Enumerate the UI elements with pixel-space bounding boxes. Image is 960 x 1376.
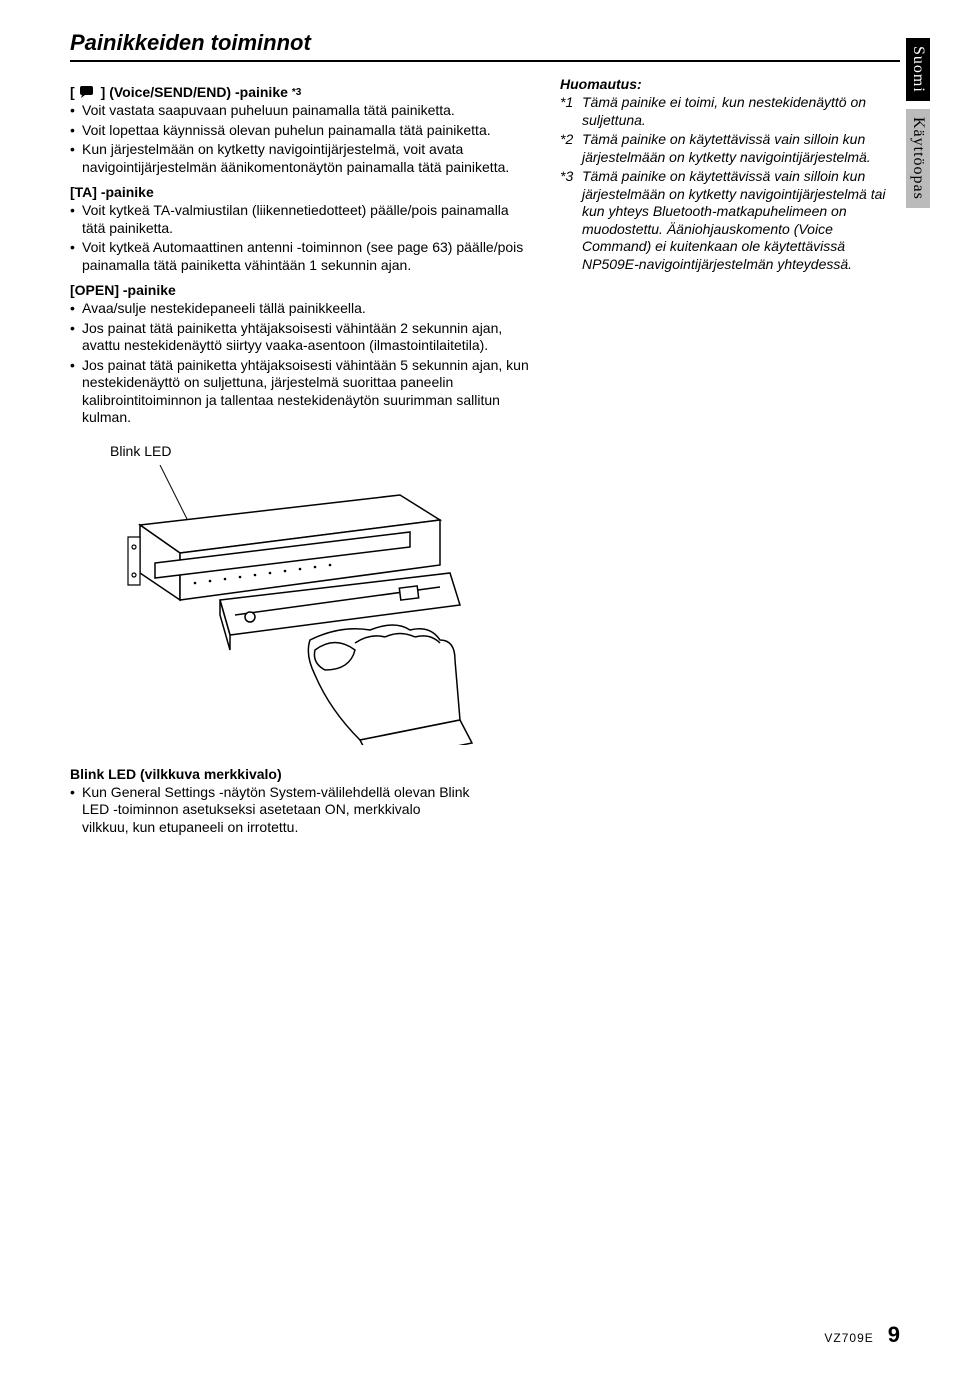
heading-footnote: *3 xyxy=(292,87,301,98)
content-columns: [ ] (Voice/SEND/END) -painike *3 Voit vas… xyxy=(70,76,900,838)
list-item: Jos painat tätä painiketta yhtäjaksoises… xyxy=(70,320,530,355)
guide-tab: Käyttöopas xyxy=(906,109,930,208)
ta-button-list: Voit kytkeä TA-valmiustilan (liikennetie… xyxy=(70,202,530,274)
list-item: Kun järjestelmään on kytketty navigointi… xyxy=(70,141,530,176)
page-number: 9 xyxy=(888,1322,900,1348)
note-heading: Huomautus: xyxy=(560,76,900,92)
heading-text: ] (Voice/SEND/END) -painike xyxy=(101,84,288,100)
voice-button-heading: [ ] (Voice/SEND/END) -painike *3 xyxy=(70,84,530,100)
list-item: Voit lopettaa käynnissä olevan puhelun p… xyxy=(70,122,530,140)
side-tabs: Suomi Käyttöopas xyxy=(906,38,930,208)
model-number: VZ709E xyxy=(824,1331,873,1345)
note-item: *2 Tämä painike on käytettävissä vain si… xyxy=(560,131,900,166)
page-footer: VZ709E 9 xyxy=(824,1322,900,1348)
note-text: Tämä painike on käytettävissä vain sillo… xyxy=(582,131,871,165)
note-marker: *1 xyxy=(560,94,573,112)
speech-icon xyxy=(79,85,97,99)
blink-led-heading: Blink LED (vilkkuva merkkivalo) xyxy=(70,766,470,782)
list-item: Avaa/sulje nestekidepaneeli tällä painik… xyxy=(70,300,530,318)
list-item: Voit vastata saapuvaan puheluun painamal… xyxy=(70,102,530,120)
note-item: *1 Tämä painike ei toimi, kun nestekiden… xyxy=(560,94,900,129)
list-item: Voit kytkeä TA-valmiustilan (liikennetie… xyxy=(70,202,530,237)
blink-led-list: Kun General Settings -näytön System-väli… xyxy=(70,784,470,837)
voice-button-list: Voit vastata saapuvaan puheluun painamal… xyxy=(70,102,530,176)
page-title: Painikkeiden toiminnot xyxy=(70,30,900,62)
blink-led-section: Blink LED (vilkkuva merkkivalo) Kun Gene… xyxy=(70,766,470,837)
note-item: *3 Tämä painike on käytettävissä vain si… xyxy=(560,168,900,273)
right-column: Huomautus: *1 Tämä painike ei toimi, kun… xyxy=(560,76,900,838)
language-tab: Suomi xyxy=(906,38,930,101)
open-button-heading: [OPEN] -painike xyxy=(70,282,530,298)
list-item: Jos painat tätä painiketta yhtäjaksoises… xyxy=(70,357,530,427)
note-text: Tämä painike on käytettävissä vain sillo… xyxy=(582,168,885,272)
ta-button-heading: [TA] -painike xyxy=(70,184,530,200)
note-text: Tämä painike ei toimi, kun nestekidenäyt… xyxy=(582,94,866,128)
list-item: Voit kytkeä Automaattinen antenni -toimi… xyxy=(70,239,530,274)
blink-led-label: Blink LED xyxy=(110,443,530,459)
list-item: Kun General Settings -näytön System-väli… xyxy=(70,784,470,837)
device-diagram xyxy=(100,465,480,745)
note-marker: *2 xyxy=(560,131,573,149)
heading-bracket-open: [ xyxy=(70,84,75,100)
note-marker: *3 xyxy=(560,168,573,186)
left-column: [ ] (Voice/SEND/END) -painike *3 Voit vas… xyxy=(70,76,530,838)
open-button-list: Avaa/sulje nestekidepaneeli tällä painik… xyxy=(70,300,530,427)
